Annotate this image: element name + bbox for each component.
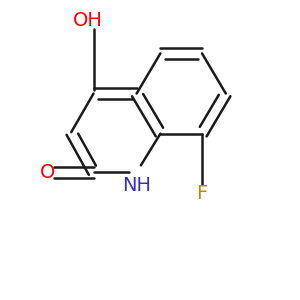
Text: O: O	[40, 163, 55, 182]
Text: NH: NH	[122, 176, 151, 195]
Text: OH: OH	[73, 11, 103, 30]
Text: F: F	[196, 184, 208, 202]
